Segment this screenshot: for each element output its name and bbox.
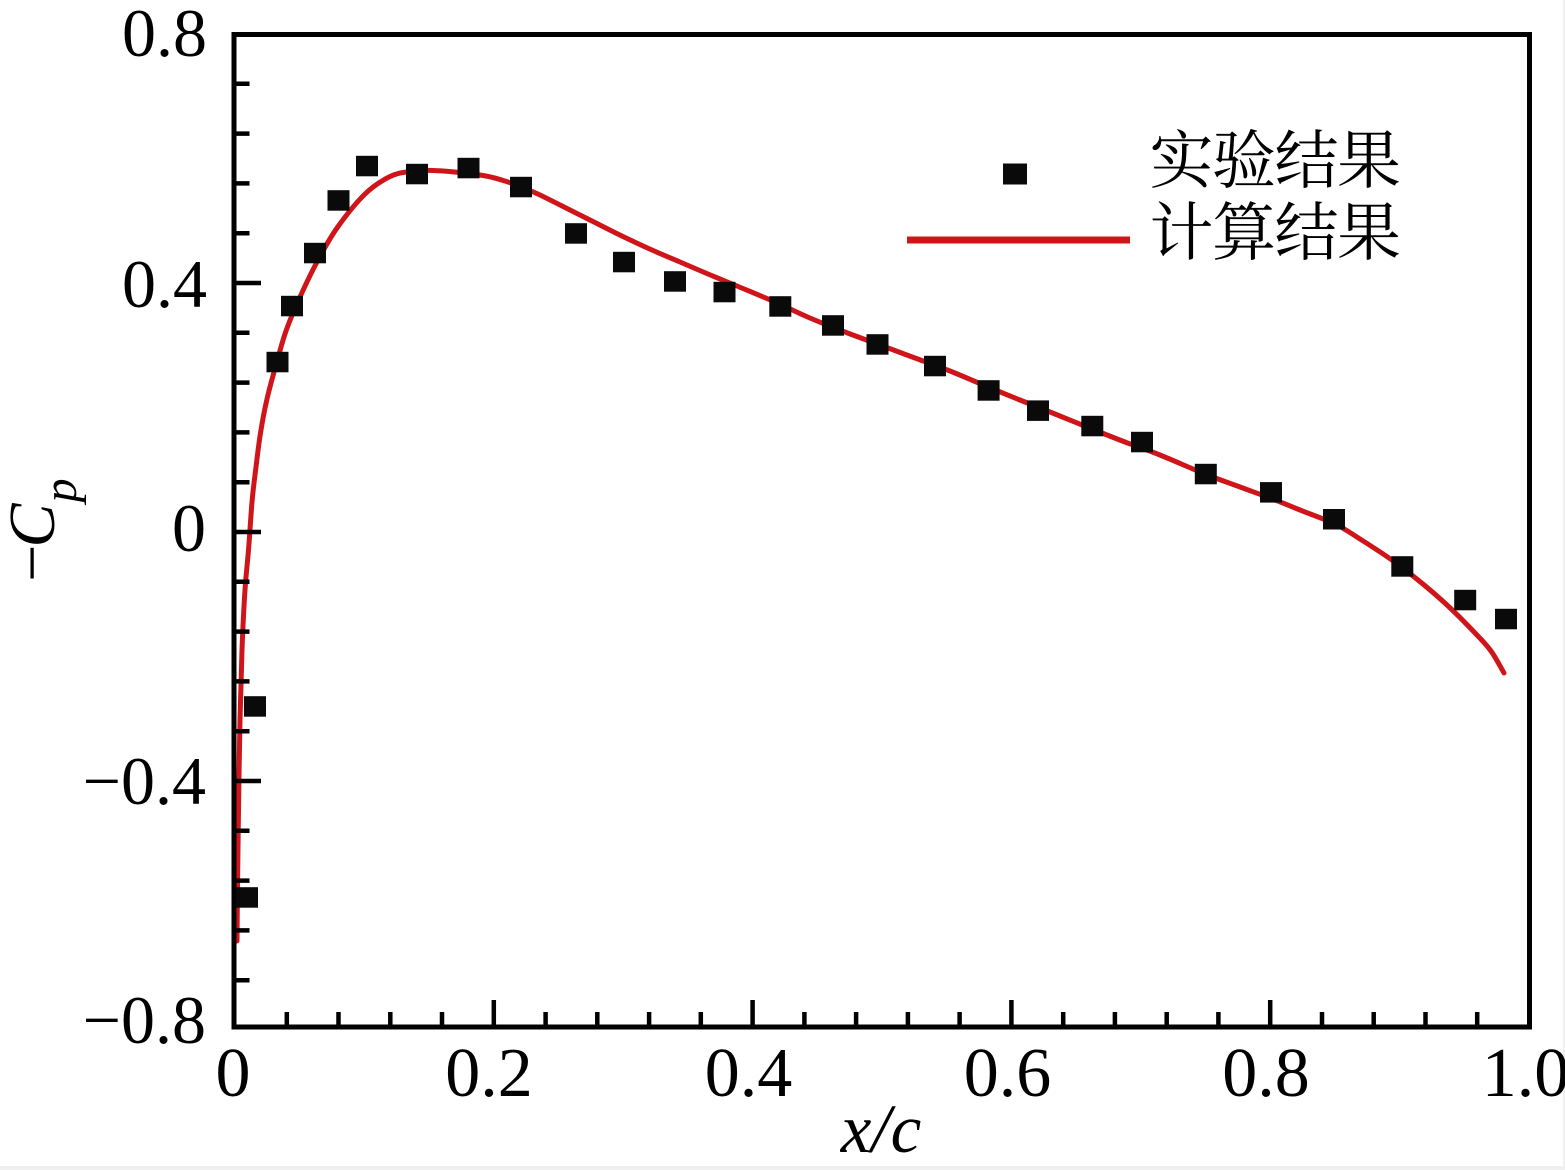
svg-text:0.8: 0.8: [1222, 1035, 1310, 1112]
svg-text:0.4: 0.4: [122, 246, 207, 322]
svg-text:0.6: 0.6: [964, 1035, 1052, 1112]
svg-text:x/c: x/c: [840, 1091, 921, 1167]
svg-text:0.2: 0.2: [445, 1035, 533, 1112]
svg-text:1.0: 1.0: [1482, 1035, 1565, 1112]
svg-text:−0.4: −0.4: [83, 743, 206, 819]
svg-text:0.4: 0.4: [705, 1035, 793, 1112]
svg-text:0.8: 0.8: [122, 0, 207, 71]
svg-text:0: 0: [216, 1035, 251, 1112]
svg-text:−0.8: −0.8: [83, 982, 206, 1058]
svg-text:0: 0: [172, 490, 206, 566]
svg-text:−Cp: −Cp: [0, 478, 87, 586]
